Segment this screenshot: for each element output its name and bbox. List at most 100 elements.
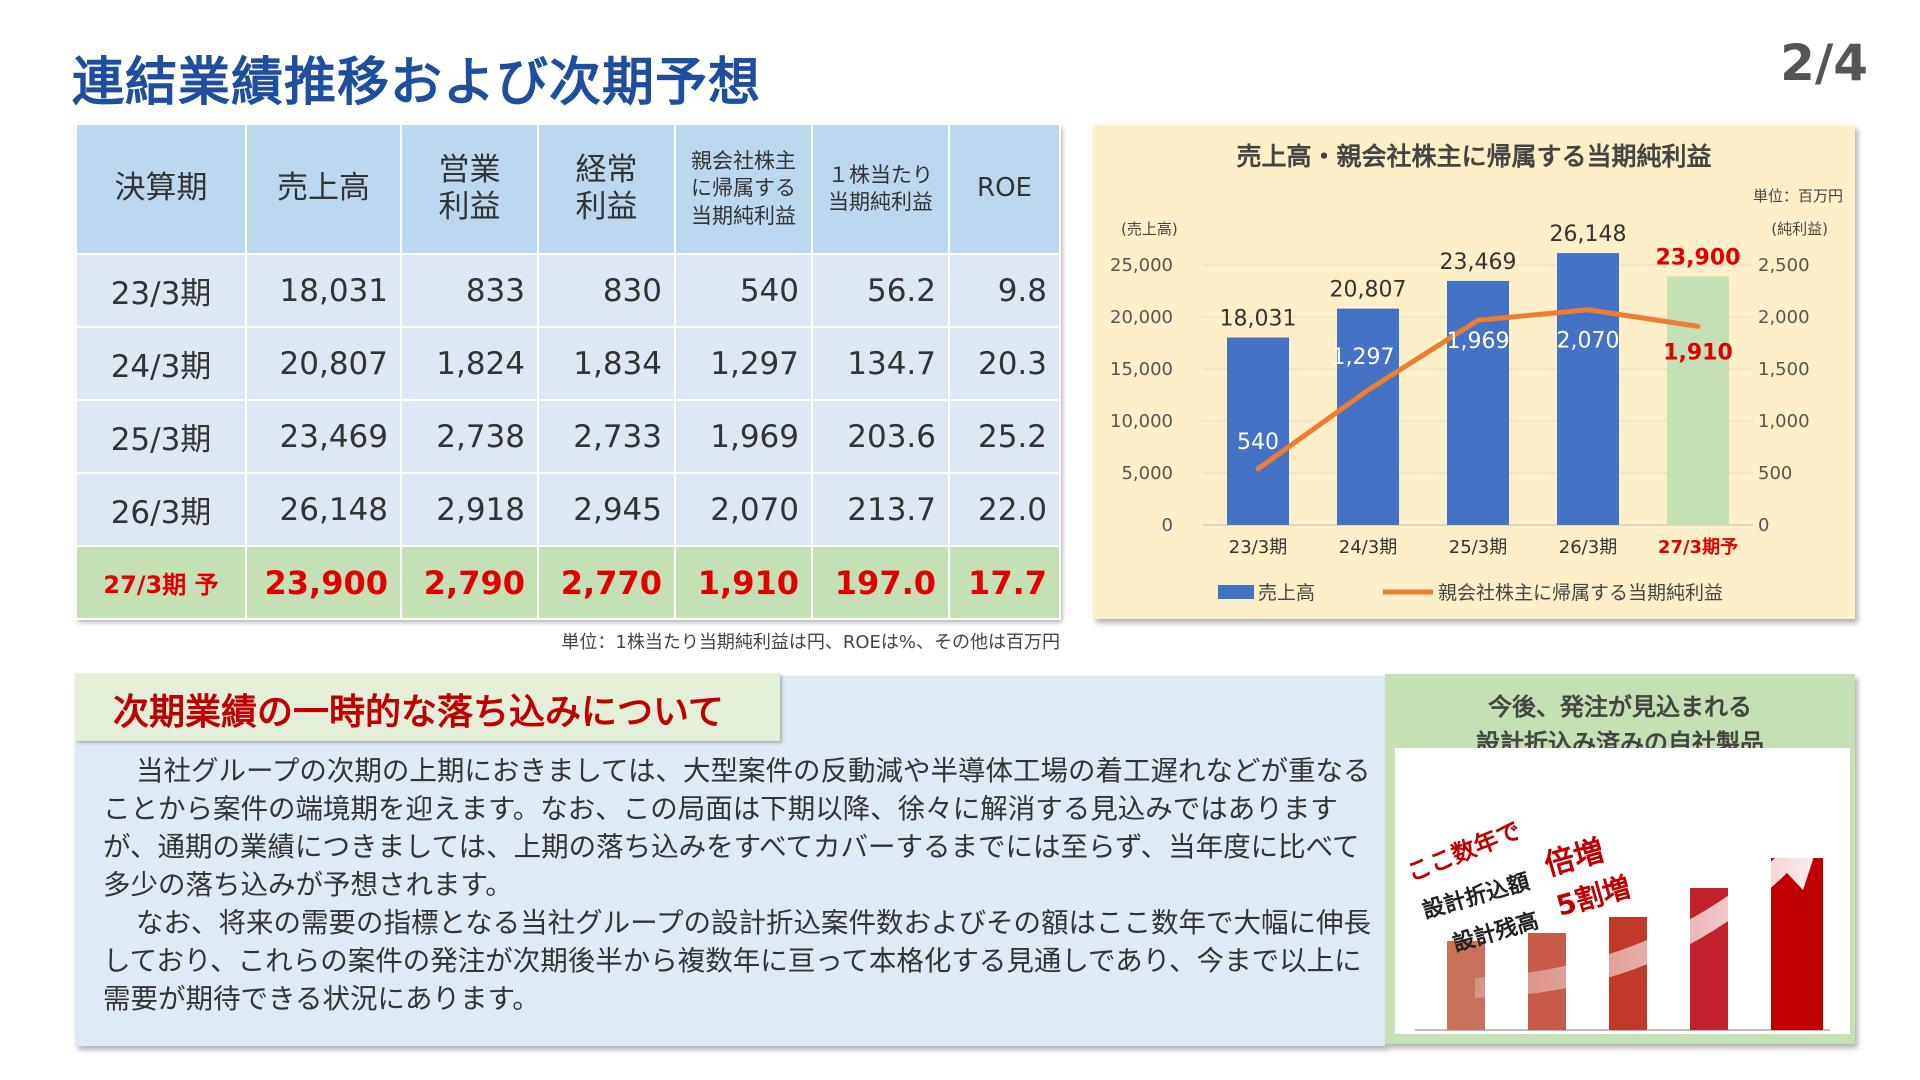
table-row: 26/3期 26,148 2,918 2,945 2,070 213.7 22.… bbox=[75, 472, 1061, 547]
y2-tick-label: 1,000 bbox=[1758, 411, 1810, 432]
cell-sales: 26,148 bbox=[245, 472, 402, 547]
header-ordinary-profit: 経常 利益 bbox=[537, 123, 676, 255]
growth-graphic: ここ数年で 設計折込額 倍増 設計残高 5割増 bbox=[1403, 816, 1830, 1031]
bar-value-label: 26,148 bbox=[1550, 222, 1627, 247]
cell-operating-profit: 2,738 bbox=[400, 399, 539, 474]
cell-ordinary-profit: 2,733 bbox=[537, 399, 676, 474]
table-header-row: 決算期 売上高 営業 利益 経常 利益 親会社株主 に帰属する 当期純利益 １株当たり当… bbox=[75, 123, 1061, 255]
line-value-label: 1,969 bbox=[1447, 329, 1510, 354]
cell-net-income: 540 bbox=[674, 253, 813, 328]
cell-roe: 22.0 bbox=[948, 472, 1061, 547]
cell-sales: 23,469 bbox=[245, 399, 402, 474]
bar-value-label: 23,469 bbox=[1440, 250, 1517, 275]
cell-period: 27/3期 予 bbox=[75, 545, 247, 620]
chart-panel: 売上高・親会社株主に帰属する当期純利益 単位：百万円 (売上高) (純利益) 0… bbox=[1093, 125, 1855, 619]
line-value-label: 1,297 bbox=[1332, 345, 1395, 370]
cell-operating-profit: 2,918 bbox=[400, 472, 539, 547]
y-tick-label: 0 bbox=[1162, 515, 1173, 536]
cell-period: 25/3期 bbox=[75, 399, 247, 474]
table-row: 23/3期 18,031 833 830 540 56.2 9.8 bbox=[75, 253, 1061, 328]
explanation-heading-box: 次期業績の一時的な落ち込みについて bbox=[75, 673, 780, 741]
legend-label-sales: 売上高 bbox=[1258, 582, 1315, 604]
header-roe: ROE bbox=[948, 123, 1061, 255]
cell-net-income: 1,910 bbox=[674, 545, 813, 620]
line-value-label: 2,070 bbox=[1557, 329, 1620, 354]
bar bbox=[1557, 253, 1619, 526]
bar-value-label: 23,900 bbox=[1656, 245, 1741, 270]
y-tick-label: 20,000 bbox=[1110, 307, 1173, 328]
explanation-heading: 次期業績の一時的な落ち込みについて bbox=[113, 692, 724, 733]
right-axis-label: (純利益) bbox=[1771, 220, 1828, 238]
line-value-label: 1,910 bbox=[1663, 340, 1733, 365]
header-eps: １株当たり 当期純利益 bbox=[811, 123, 950, 255]
y2-tick-label: 2,000 bbox=[1758, 307, 1810, 328]
cell-net-income: 1,297 bbox=[674, 326, 813, 401]
legend-label-net-income: 親会社株主に帰属する当期純利益 bbox=[1438, 582, 1723, 604]
bar bbox=[1337, 308, 1399, 525]
cell-period: 26/3期 bbox=[75, 472, 247, 547]
explanation-paragraph: 当社グループの次期の上期におきましては、大型案件の反動減や半導体工場の着工遅れな… bbox=[103, 755, 1371, 901]
cell-net-income: 2,070 bbox=[674, 472, 813, 547]
y-tick-label: 5,000 bbox=[1121, 463, 1173, 484]
outlook-value-double: 倍増 bbox=[1541, 833, 1608, 883]
cell-operating-profit: 2,790 bbox=[400, 545, 539, 620]
cell-sales: 23,900 bbox=[245, 545, 402, 620]
explanation-paragraph: なお、将来の需要の指標となる当社グループの設計折込案件数およびその額はここ数年で… bbox=[103, 907, 1372, 1015]
cell-ordinary-profit: 2,770 bbox=[537, 545, 676, 620]
bar bbox=[1227, 337, 1289, 525]
bar-value-label: 20,807 bbox=[1330, 278, 1407, 303]
cell-period: 23/3期 bbox=[75, 253, 247, 328]
x-tick-label: 26/3期 bbox=[1559, 537, 1617, 558]
table-unit-note: 単位：1株当たり当期純利益は円、ROEは%、その他は百万円 bbox=[561, 632, 1060, 653]
bar-value-label: 18,031 bbox=[1220, 306, 1297, 331]
line-value-label: 540 bbox=[1237, 430, 1279, 455]
cell-eps: 56.2 bbox=[811, 253, 950, 328]
chart-unit: 単位：百万円 bbox=[1753, 187, 1843, 205]
cell-operating-profit: 1,824 bbox=[400, 326, 539, 401]
cell-roe: 25.2 bbox=[948, 399, 1061, 474]
bar bbox=[1667, 276, 1729, 525]
growth-bar bbox=[1771, 858, 1823, 1030]
cell-ordinary-profit: 830 bbox=[537, 253, 676, 328]
table-row: 25/3期 23,469 2,738 2,733 1,969 203.6 25.… bbox=[75, 399, 1061, 474]
x-tick-label: 24/3期 bbox=[1339, 537, 1397, 558]
table-row-forecast: 27/3期 予 23,900 2,790 2,770 1,910 197.0 1… bbox=[75, 545, 1061, 620]
table-row: 24/3期 20,807 1,824 1,834 1,297 134.7 20.… bbox=[75, 326, 1061, 401]
header-net-income: 親会社株主 に帰属する 当期純利益 bbox=[674, 123, 813, 255]
cell-net-income: 1,969 bbox=[674, 399, 813, 474]
sales-income-chart: 売上高・親会社株主に帰属する当期純利益 単位：百万円 (売上高) (純利益) 0… bbox=[1110, 142, 1843, 604]
cell-roe: 20.3 bbox=[948, 326, 1061, 401]
page-title: 連結業績推移および次期予想 bbox=[72, 53, 762, 113]
x-tick-label: 27/3期予 bbox=[1658, 537, 1738, 558]
cell-period: 24/3期 bbox=[75, 326, 247, 401]
cell-roe: 17.7 bbox=[948, 545, 1061, 620]
cell-eps: 197.0 bbox=[811, 545, 950, 620]
outlook-graphic: ここ数年で 設計折込額 倍増 設計残高 5割増 bbox=[1395, 748, 1850, 1034]
chart-title: 売上高・親会社株主に帰属する当期純利益 bbox=[1236, 142, 1711, 171]
y2-tick-label: 500 bbox=[1758, 463, 1792, 484]
page-number: 2/4 bbox=[1780, 34, 1868, 92]
y2-tick-label: 1,500 bbox=[1758, 359, 1810, 380]
x-tick-label: 23/3期 bbox=[1229, 537, 1287, 558]
y-tick-label: 25,000 bbox=[1110, 255, 1173, 276]
legend-swatch-sales bbox=[1218, 585, 1254, 599]
x-tick-label: 25/3期 bbox=[1449, 537, 1507, 558]
cell-ordinary-profit: 1,834 bbox=[537, 326, 676, 401]
outlook-item-design-backlog: 設計残高 bbox=[1450, 908, 1542, 957]
cell-roe: 9.8 bbox=[948, 253, 1061, 328]
header-operating-profit: 営業 利益 bbox=[400, 123, 539, 255]
cell-sales: 20,807 bbox=[245, 326, 402, 401]
results-table: 決算期 売上高 営業 利益 経常 利益 親会社株主 に帰属する 当期純利益 １株当たり当… bbox=[75, 123, 1061, 620]
y-tick-label: 15,000 bbox=[1110, 359, 1173, 380]
y-tick-label: 10,000 bbox=[1110, 411, 1173, 432]
cell-eps: 213.7 bbox=[811, 472, 950, 547]
header-period: 決算期 bbox=[75, 123, 247, 255]
y2-tick-label: 0 bbox=[1758, 515, 1769, 536]
header-sales: 売上高 bbox=[245, 123, 402, 255]
left-axis-label: (売上高) bbox=[1121, 220, 1178, 238]
explanation-body: 当社グループの次期の上期におきましては、大型案件の反動減や半導体工場の着工遅れな… bbox=[103, 752, 1373, 1018]
cell-operating-profit: 833 bbox=[400, 253, 539, 328]
cell-eps: 203.6 bbox=[811, 399, 950, 474]
y2-tick-label: 2,500 bbox=[1758, 255, 1810, 276]
cell-eps: 134.7 bbox=[811, 326, 950, 401]
